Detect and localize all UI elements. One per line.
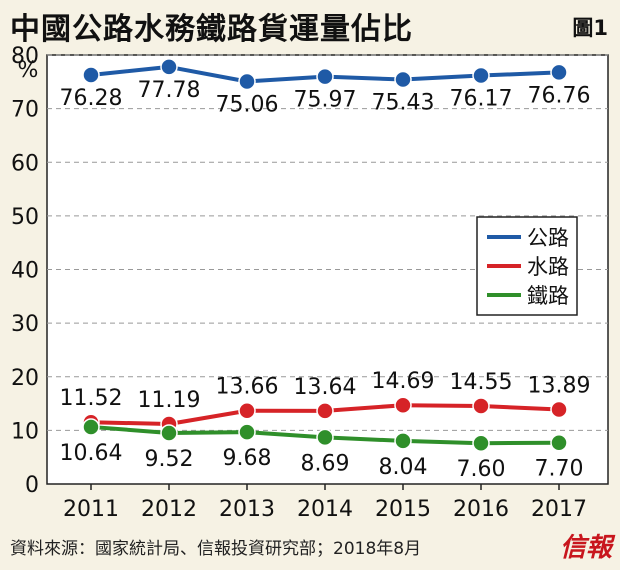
y-tick-label: 10 <box>11 419 39 444</box>
data-point <box>238 401 256 420</box>
data-point <box>316 428 334 447</box>
data-label: 13.89 <box>528 374 591 399</box>
data-label: 11.19 <box>138 388 201 413</box>
data-label: 76.17 <box>450 87 513 112</box>
x-tick-label: 2013 <box>219 497 275 522</box>
data-point <box>238 423 256 441</box>
y-tick-label: 30 <box>11 312 39 337</box>
legend-label: 水路 <box>527 255 569 279</box>
data-label: 9.52 <box>145 447 194 472</box>
data-point <box>82 418 100 436</box>
publisher-logo: 信報 <box>559 533 612 563</box>
y-tick-label: 60 <box>11 151 39 176</box>
data-point <box>316 402 334 420</box>
data-label: 14.69 <box>372 369 435 394</box>
data-point <box>316 67 334 86</box>
data-label: 7.70 <box>535 457 584 482</box>
data-label: 11.52 <box>60 386 123 411</box>
data-label: 75.97 <box>294 88 357 113</box>
data-point <box>472 66 490 85</box>
data-label: 77.78 <box>138 78 201 103</box>
data-point <box>394 70 412 89</box>
data-point <box>82 66 100 84</box>
data-label: 75.06 <box>216 92 279 117</box>
legend-label: 鐵路 <box>527 284 569 308</box>
y-tick-label: 50 <box>11 205 39 230</box>
data-point <box>550 63 568 82</box>
legend-label: 公路 <box>527 226 569 250</box>
data-label: 8.69 <box>301 451 350 476</box>
data-label: 13.64 <box>294 375 357 400</box>
data-point <box>238 72 256 91</box>
data-label: 13.66 <box>216 375 279 400</box>
legend <box>476 216 578 316</box>
data-point <box>472 434 490 452</box>
data-point <box>160 58 178 76</box>
data-label: 76.28 <box>60 86 123 111</box>
y-axis-label: % <box>18 58 39 83</box>
x-tick-label: 2015 <box>375 497 431 522</box>
data-label: 75.43 <box>372 91 435 116</box>
data-point <box>550 433 568 452</box>
source-note: 資料來源：國家統計局、信報投資研究部；2018年8月 <box>10 539 422 559</box>
data-label: 9.68 <box>223 446 272 471</box>
y-tick-label: 70 <box>11 98 39 123</box>
data-label: 8.04 <box>379 455 428 480</box>
x-tick-label: 2017 <box>531 497 587 522</box>
y-tick-label: 40 <box>11 259 39 284</box>
data-point <box>160 424 178 442</box>
line-chart: 0 10 20 30 40 50 60 70 80% 2011 2012 2013 2014 2015 20… <box>11 44 609 522</box>
x-tick-label: 2012 <box>141 497 197 522</box>
data-point <box>550 400 568 419</box>
data-point <box>394 396 412 414</box>
data-label: 10.64 <box>60 441 123 466</box>
figure-label: 圖1 <box>572 16 608 40</box>
x-tick-label: 2016 <box>453 497 509 522</box>
data-point <box>394 432 412 450</box>
data-label: 76.76 <box>528 83 591 108</box>
y-tick-label: 0 <box>25 473 39 498</box>
x-tick-label: 2014 <box>297 497 353 522</box>
y-tick-label: 80 <box>11 44 39 69</box>
data-label: 7.60 <box>457 457 506 482</box>
data-point <box>472 397 490 415</box>
y-tick-label: 20 <box>11 366 39 391</box>
data-label: 14.55 <box>450 370 513 395</box>
chart-title: 中國公路水務鐵路貨運量佔比 <box>10 12 413 47</box>
x-tick-label: 2011 <box>63 497 119 522</box>
